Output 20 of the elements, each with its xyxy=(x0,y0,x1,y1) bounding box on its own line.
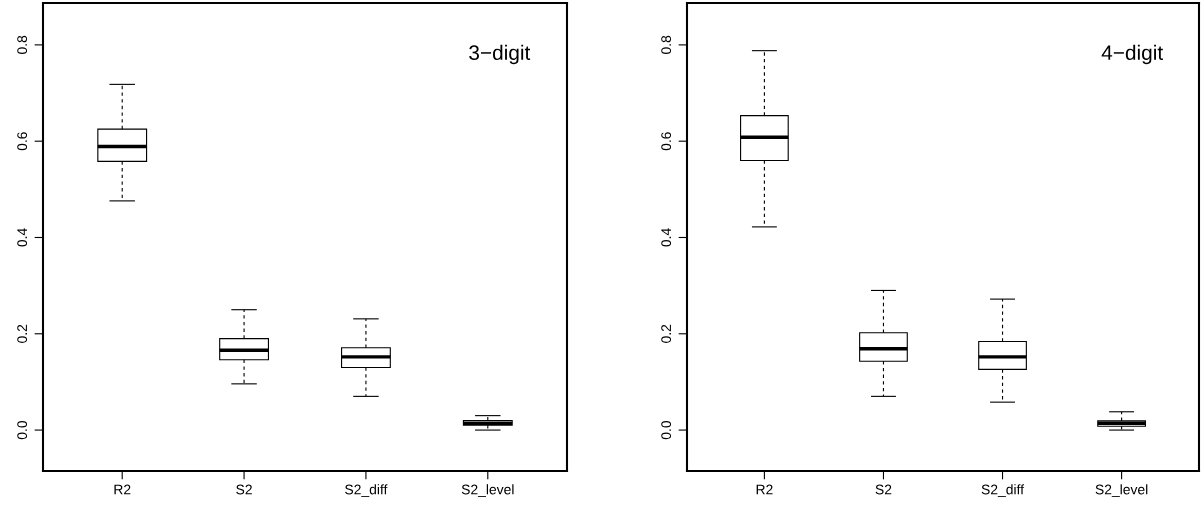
y-tick-label: 0.4 xyxy=(661,228,672,247)
x-tick-label: S2_level xyxy=(461,484,514,498)
y-tick-label: 0.0 xyxy=(17,420,28,440)
x-tick-label: S2 xyxy=(875,484,892,495)
x-tick-label: S2_diff xyxy=(981,484,1025,498)
x-tick-label: R2 xyxy=(114,484,131,495)
y-tick-label: 0.6 xyxy=(661,132,672,151)
y-tick-label: 0.2 xyxy=(661,324,672,343)
x-tick-label: S2 xyxy=(236,484,252,495)
annotation: 3−digit xyxy=(469,44,531,65)
y-tick-label: 0.8 xyxy=(661,35,672,54)
annotation: 4−digit xyxy=(1101,44,1164,65)
y-tick-label: 0.8 xyxy=(17,35,28,54)
x-tick-label: S2_level xyxy=(1095,484,1148,498)
y-tick-label: 0.6 xyxy=(17,132,28,151)
y-tick-label: 0.0 xyxy=(661,420,672,440)
x-tick-label: S2_diff xyxy=(345,484,388,498)
x-tick-label: R2 xyxy=(756,484,773,495)
y-tick-label: 0.2 xyxy=(17,324,28,343)
y-tick-label: 0.4 xyxy=(17,228,28,247)
